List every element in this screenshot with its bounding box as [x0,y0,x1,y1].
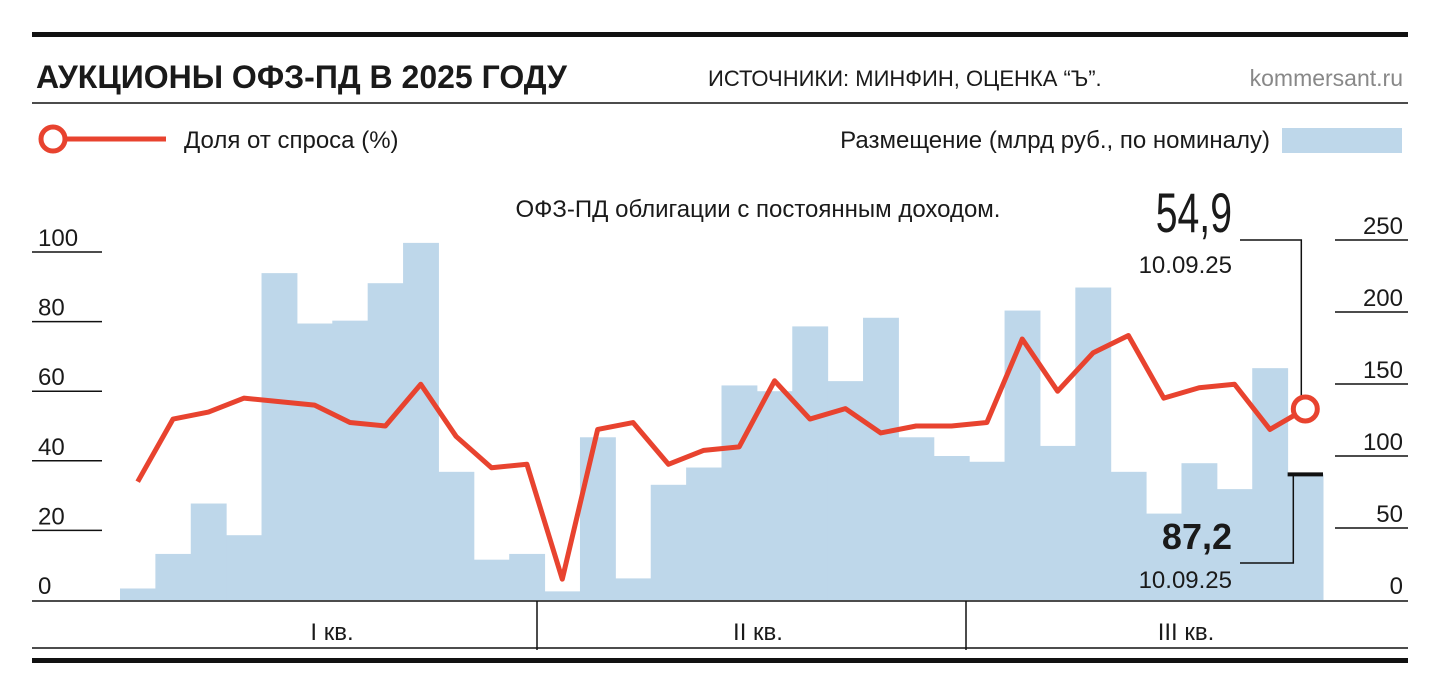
bar [438,471,475,600]
legend-label: Размещение (млрд руб., по номиналу) [840,127,1270,154]
bar [296,323,333,600]
y2-tick-label: 100 [1363,429,1403,456]
legend-label: Доля от спроса (%) [184,127,399,154]
value-label: 54,9 [1156,182,1232,245]
y2-tick-label: 0 [1390,573,1403,600]
bar [615,578,652,600]
bar [756,391,793,600]
y-tick-label: 80 [38,295,65,322]
bar [190,503,227,600]
date-label: 10.09.25 [1139,252,1232,279]
bar [544,591,581,600]
bar [1146,513,1182,600]
bar [1110,471,1147,600]
bar [403,242,439,600]
y2-tick-label: 200 [1363,285,1403,312]
bottom-rule-thick [32,658,1408,663]
y2-tick-label: 250 [1363,213,1403,240]
bar [792,326,829,600]
leader-line [1240,474,1295,564]
bar [969,461,1006,600]
y-tick-label: 0 [38,573,51,600]
y2-tick-label: 50 [1376,501,1403,528]
legend-swatch [1282,128,1402,153]
value-label: 87,2 [1162,516,1232,557]
source: ИСТОЧНИКИ: МИНФИН, ОЦЕНКА “Ъ”. [708,66,1102,91]
bar [863,317,899,600]
y-tick-label: 60 [38,364,65,391]
bar [155,553,192,600]
bar [1075,287,1112,600]
top-rule [32,32,1408,37]
quarter-label: I кв. [310,619,353,646]
y-tick-label: 40 [38,434,65,461]
bar [367,283,404,600]
bar [120,588,156,600]
bar [509,553,546,600]
last-point [1290,394,1320,424]
bar [1181,463,1218,600]
bar [261,273,298,600]
y-tick-label: 20 [38,503,65,530]
y2-tick-label: 150 [1363,357,1403,384]
legend-marker [38,124,68,154]
bar [226,535,263,600]
bar [473,559,510,600]
y-tick-label: 100 [38,225,78,252]
date-label: 10.09.25 [1139,567,1232,594]
bar [1039,445,1076,600]
chart-title: АУКЦИОНЫ ОФЗ-ПД В 2025 ГОДУ [36,59,568,95]
bar [898,437,935,600]
line [135,333,1307,582]
bar [1216,489,1253,600]
quarter-label: II кв. [733,619,783,646]
bar [933,456,970,600]
quarter-label: III кв. [1158,619,1215,646]
bar [721,385,758,600]
bar [332,320,369,600]
bar [650,484,687,600]
bar [579,437,616,600]
bar [1252,368,1289,600]
subtitle: ОФЗ-ПД облигации с постоянным доходом. [516,196,1001,223]
leader-line [1240,239,1303,397]
site: kommersant.ru [1250,65,1403,91]
bar [686,467,722,600]
